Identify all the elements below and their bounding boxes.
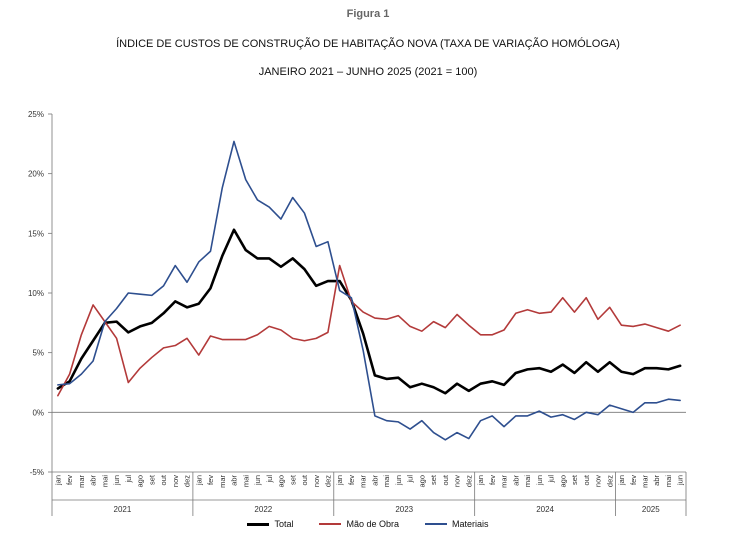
x-tick-label: fev <box>206 475 215 485</box>
x-tick-label: mai <box>241 475 250 487</box>
x-tick-label: set <box>288 474 297 485</box>
x-year-label: 2023 <box>395 505 413 514</box>
y-tick-label: 10% <box>28 289 44 298</box>
x-tick-label: jan <box>476 475 485 486</box>
x-year-label: 2024 <box>536 505 554 514</box>
x-year-label: 2025 <box>642 505 660 514</box>
x-tick-label: jun <box>112 475 121 486</box>
x-tick-label: fev <box>65 475 74 485</box>
x-tick-label: nov <box>453 475 462 487</box>
x-year-label: 2021 <box>114 505 132 514</box>
x-tick-label: mai <box>523 475 532 487</box>
y-tick-label: 5% <box>32 349 44 358</box>
x-tick-label: mar <box>77 475 86 488</box>
series-line-total <box>56 228 682 395</box>
x-tick-label: ago <box>558 475 567 488</box>
x-tick-label: ago <box>136 475 145 488</box>
x-tick-label: set <box>570 474 579 485</box>
x-tick-label: jun <box>394 475 403 486</box>
legend-item-materiais: Materiais <box>425 519 489 529</box>
x-tick-label: abr <box>511 475 520 486</box>
x-tick-label: ago <box>277 475 286 488</box>
x-tick-label: jul <box>124 475 133 484</box>
x-tick-label: jan <box>335 475 344 486</box>
x-tick-label: jan <box>53 475 62 486</box>
x-tick-label: jan <box>617 475 626 486</box>
figure-label: Figura 1 <box>346 8 390 20</box>
x-tick-label: set <box>147 474 156 485</box>
x-year-label: 2022 <box>254 505 272 514</box>
chart-legend: Total Mão de Obra Materiais <box>0 519 736 529</box>
x-tick-label: jul <box>406 475 415 484</box>
x-tick-label: mar <box>500 475 509 488</box>
legend-label-total: Total <box>274 519 294 529</box>
x-tick-label: jun <box>253 475 262 486</box>
y-tick-label: 0% <box>32 408 44 417</box>
x-tick-label: fev <box>488 475 497 485</box>
x-tick-label: jan <box>194 475 203 486</box>
legend-swatch-mao-de-obra <box>319 523 342 525</box>
series-line-mao-de-obra <box>57 264 681 397</box>
x-tick-label: out <box>300 474 309 485</box>
x-tick-label: nov <box>312 475 321 487</box>
x-tick-label: mai <box>664 475 673 487</box>
x-tick-label: mar <box>218 475 227 488</box>
x-tick-label: jun <box>676 475 685 486</box>
x-tick-label: abr <box>230 475 239 486</box>
x-tick-label: dez <box>183 475 192 487</box>
legend-item-total: Total <box>247 519 293 529</box>
x-tick-label: mar <box>359 475 368 488</box>
legend-swatch-materiais <box>425 523 448 525</box>
y-tick-label: 25% <box>28 110 44 119</box>
chart-subtitle: JANEIRO 2021 – JUNHO 2025 (2021 = 100) <box>258 66 478 78</box>
x-tick-label: set <box>429 474 438 485</box>
x-tick-label: mai <box>100 475 109 487</box>
legend-label-materiais: Materiais <box>452 519 489 529</box>
chart-title: ÍNDICE DE CUSTOS DE CONSTRUÇÃO DE HABITA… <box>116 38 620 50</box>
legend-item-mao-de-obra: Mão de Obra <box>319 519 399 529</box>
y-tick-label: 15% <box>28 229 44 238</box>
x-tick-label: dez <box>324 475 333 487</box>
x-tick-label: mai <box>382 475 391 487</box>
x-tick-label: out <box>159 474 168 485</box>
x-tick-label: dez <box>464 475 473 487</box>
legend-label-mao-de-obra: Mão de Obra <box>346 519 400 529</box>
x-tick-label: nov <box>594 475 603 487</box>
legend-swatch-total <box>247 522 270 526</box>
x-tick-label: fev <box>629 475 638 485</box>
x-tick-label: ago <box>417 475 426 488</box>
line-chart: -5%0%5%10%15%20%25%jan fev mar abr mai jun jul… <box>28 110 687 516</box>
x-tick-label: abr <box>652 475 661 486</box>
x-tick-label: mar <box>641 475 650 488</box>
x-tick-label: jul <box>265 475 274 484</box>
x-tick-label: out <box>441 474 450 485</box>
x-tick-label: jun <box>535 475 544 486</box>
x-tick-label: out <box>582 474 591 485</box>
x-tick-label: dez <box>605 475 614 487</box>
x-tick-label: abr <box>370 475 379 486</box>
y-tick-label: 20% <box>28 170 44 179</box>
x-tick-label: abr <box>89 475 98 486</box>
y-tick-label: -5% <box>30 468 44 477</box>
x-tick-label: jul <box>547 475 556 484</box>
x-tick-label: nov <box>171 475 180 487</box>
series-line-materiais <box>57 140 681 441</box>
x-tick-label: fev <box>347 475 356 485</box>
